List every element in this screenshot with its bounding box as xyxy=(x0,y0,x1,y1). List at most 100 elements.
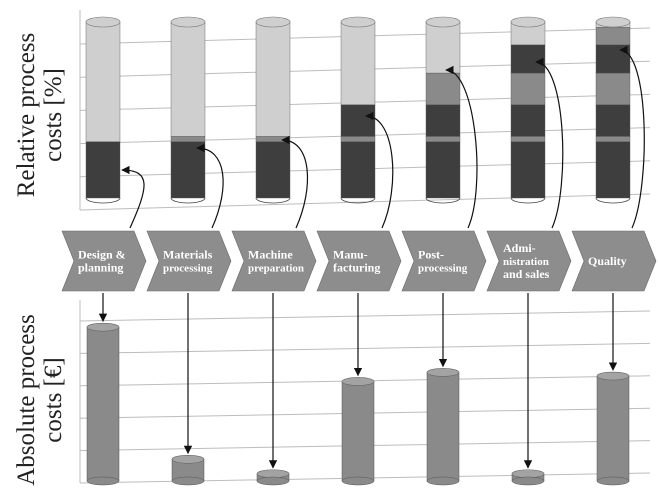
process-chevron xyxy=(316,230,402,292)
top-bar-segment xyxy=(425,141,461,199)
bottom-bar-body xyxy=(596,375,630,482)
up-arrow xyxy=(619,45,645,229)
process-step-label: planning xyxy=(78,261,123,275)
top-bar-cap xyxy=(255,16,291,28)
process-chevron xyxy=(401,230,487,292)
top-bar-1 xyxy=(85,16,121,204)
bottom-bar-6 xyxy=(511,469,545,486)
process-step-4: Manu-facturing xyxy=(316,230,402,292)
process-chevron xyxy=(571,230,657,292)
process-step-label: facturing xyxy=(333,261,380,275)
connector-arrows xyxy=(98,45,645,469)
top-bar-segment xyxy=(255,136,291,142)
process-step-label: Admi- xyxy=(503,241,536,255)
bottom-bar-base xyxy=(171,476,205,486)
top-bar-cap xyxy=(170,16,206,28)
top-bar-segment xyxy=(510,136,546,142)
bottom-bar-2 xyxy=(171,454,205,486)
top-bar-cap xyxy=(510,16,546,28)
up-arrow xyxy=(281,135,309,229)
top-bar-2 xyxy=(170,16,206,204)
process-step-label: Machine xyxy=(248,248,293,262)
top-gridline xyxy=(79,193,651,211)
top-bar-segment xyxy=(340,21,376,105)
top-bar-4 xyxy=(340,16,376,204)
bottom-bar-1 xyxy=(86,322,120,486)
top-bar-segment xyxy=(595,27,631,46)
top-bar-segment xyxy=(510,141,546,199)
bottom-bar-body xyxy=(341,381,375,482)
process-step-label: Materials xyxy=(163,248,213,262)
process-step-label: Manu- xyxy=(333,248,368,262)
top-bar-base xyxy=(425,197,461,204)
bottom-bar-cap xyxy=(171,454,205,464)
process-step-label: processing xyxy=(418,263,468,275)
bottom-bar-base xyxy=(511,476,545,486)
process-chevron xyxy=(61,230,147,292)
bottom-gridline xyxy=(79,310,651,322)
top-bar-base xyxy=(340,197,376,204)
top-bar-segment xyxy=(85,141,121,199)
up-arrow xyxy=(196,143,224,229)
top-bar-segment xyxy=(425,104,461,137)
top-bar-segment xyxy=(170,136,206,142)
bottom-bar-body xyxy=(426,372,460,482)
bottom-bar-cap xyxy=(341,377,375,386)
top-bar-cap xyxy=(85,16,121,28)
process-step-label: Design & xyxy=(78,248,126,262)
bottom-bar-base xyxy=(86,476,120,486)
top-bar-segment xyxy=(425,136,461,142)
bottom-bar-cap xyxy=(596,371,630,381)
up-arrow xyxy=(445,65,478,229)
top-bar-segment xyxy=(595,44,631,74)
bottom-bars xyxy=(86,322,630,486)
process-step-5: Post-processing xyxy=(401,230,487,292)
process-step-1: Design &planning xyxy=(61,230,147,292)
top-bar-segment xyxy=(170,21,206,137)
up-arrow xyxy=(121,165,145,229)
bottom-bar-base xyxy=(256,476,290,486)
top-bar-segment xyxy=(595,72,631,105)
top-bar-3 xyxy=(255,16,291,204)
top-bar-5 xyxy=(425,16,461,204)
process-step-label: processing xyxy=(163,263,213,275)
top-bar-7 xyxy=(595,16,631,204)
top-stacked-bars xyxy=(85,16,631,204)
top-bar-segment xyxy=(340,104,376,137)
bottom-bar-3 xyxy=(256,469,290,486)
top-bar-segment xyxy=(510,44,546,74)
bottom-gridline xyxy=(79,342,651,354)
process-step-label: nistration xyxy=(503,256,549,268)
top-bar-segment xyxy=(425,72,461,105)
top-bar-base xyxy=(510,197,546,204)
up-arrow xyxy=(365,111,394,229)
top-bar-segment xyxy=(340,136,376,142)
top-bar-base xyxy=(170,197,206,204)
bottom-bar-cap xyxy=(86,322,120,332)
process-step-label: Post- xyxy=(418,248,444,262)
up-arrow xyxy=(535,57,564,229)
bottom-bar-body xyxy=(86,326,120,482)
bottom-bar-5 xyxy=(426,368,460,486)
process-chain: Design &planningMaterialsprocessingMachi… xyxy=(61,230,657,292)
top-bar-segment xyxy=(85,21,121,142)
top-bar-segment xyxy=(170,141,206,199)
top-bar-segment xyxy=(255,141,291,199)
top-bar-segment xyxy=(425,21,461,74)
top-bar-segment xyxy=(510,104,546,137)
top-bar-segment xyxy=(340,141,376,199)
bottom-bar-7 xyxy=(596,371,630,486)
top-bar-cap xyxy=(425,16,461,28)
bottom-bar-4 xyxy=(341,377,375,486)
top-bar-segment xyxy=(255,21,291,137)
top-bar-base xyxy=(255,197,291,204)
top-bar-base xyxy=(595,197,631,204)
process-chevron xyxy=(231,230,317,292)
bottom-bar-base xyxy=(426,476,460,486)
bottom-bar-cap xyxy=(511,469,545,479)
process-chevron xyxy=(486,230,572,292)
top-bar-base xyxy=(85,197,121,204)
